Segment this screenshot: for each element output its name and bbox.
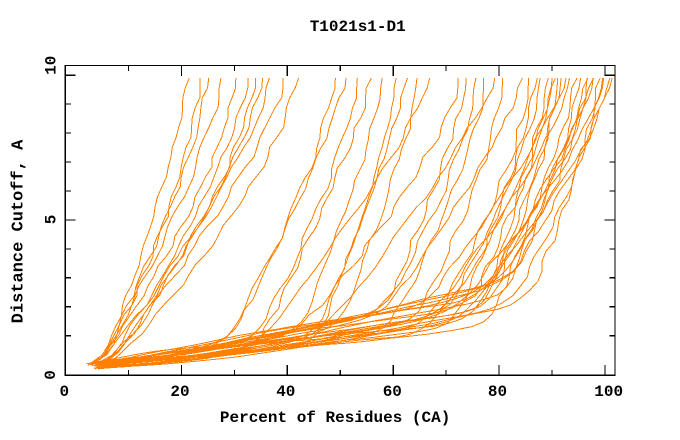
- svg-text:0: 0: [42, 370, 60, 380]
- svg-text:80: 80: [488, 383, 507, 401]
- svg-text:10: 10: [43, 56, 61, 75]
- svg-text:40: 40: [276, 383, 295, 401]
- svg-text:Percent of Residues (CA): Percent of Residues (CA): [220, 409, 450, 427]
- svg-text:100: 100: [594, 383, 623, 401]
- svg-text:T1021s1-D1: T1021s1-D1: [310, 18, 406, 36]
- svg-text:20: 20: [170, 383, 189, 401]
- svg-text:Distance Cutoff, A: Distance Cutoff, A: [10, 139, 29, 323]
- svg-text:5: 5: [43, 215, 61, 225]
- svg-text:0: 0: [59, 383, 69, 401]
- svg-text:60: 60: [383, 383, 402, 401]
